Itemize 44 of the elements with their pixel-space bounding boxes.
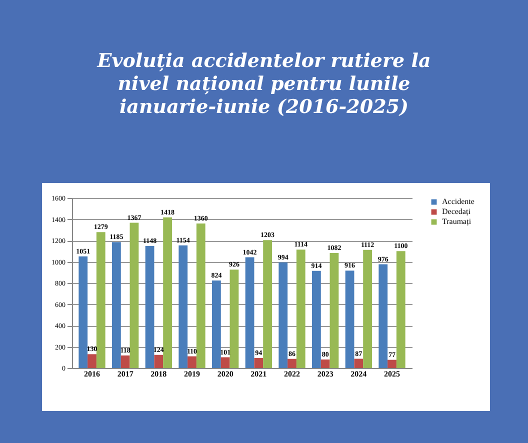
bar xyxy=(130,222,139,368)
bar xyxy=(96,232,106,368)
bar xyxy=(220,357,230,368)
bar xyxy=(178,245,188,368)
bar xyxy=(345,270,354,368)
bar xyxy=(296,250,306,368)
bar xyxy=(254,358,264,368)
x-tick-label: 2024 xyxy=(350,370,367,378)
bar xyxy=(163,217,172,368)
bar xyxy=(312,270,321,368)
chart-title: Evoluția accidentelor rutiere la nivel național pentru lunile ianuarie-iunie (2016-2025) xyxy=(96,49,432,118)
x-tick-label: 2022 xyxy=(284,370,300,378)
bar xyxy=(154,354,164,368)
bar xyxy=(120,355,130,368)
bar xyxy=(363,250,372,368)
bar xyxy=(112,242,121,368)
x-tick-label: 2017 xyxy=(117,370,134,378)
bar xyxy=(320,360,330,368)
bar xyxy=(330,253,339,368)
bar xyxy=(212,280,221,368)
bar xyxy=(396,251,406,368)
bar xyxy=(78,256,88,368)
bar xyxy=(263,240,272,368)
bar xyxy=(196,224,206,368)
legend-label: Accidente xyxy=(442,197,475,206)
bar xyxy=(354,358,364,368)
x-tick-label: 2019 xyxy=(184,370,200,378)
x-tick-label: 2018 xyxy=(150,370,167,378)
bar xyxy=(388,360,396,368)
bar xyxy=(378,264,388,368)
bar xyxy=(88,354,96,368)
legend-label: Decedați xyxy=(442,207,472,216)
bar xyxy=(230,270,239,368)
x-tick-label: 2025 xyxy=(384,370,400,378)
x-tick-label: 2023 xyxy=(317,370,334,378)
bar xyxy=(245,257,254,368)
bar xyxy=(278,262,288,368)
legend-label: Traumați xyxy=(442,217,472,226)
x-tick-label: 2021 xyxy=(250,370,267,378)
x-tick-label: 2020 xyxy=(217,370,234,378)
bar xyxy=(145,246,154,368)
bar xyxy=(288,358,296,368)
x-tick-label: 2016 xyxy=(84,370,100,378)
bar xyxy=(188,356,196,368)
